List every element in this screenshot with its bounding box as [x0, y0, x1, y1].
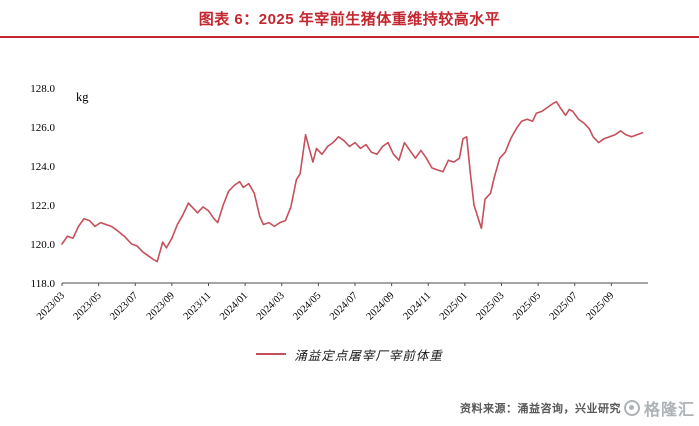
weight-line: [61, 100, 644, 263]
x-tick-label: 2024/09: [365, 290, 397, 322]
x-tick-label: 2025/01: [438, 290, 470, 322]
x-tick-label: 2025/03: [475, 290, 507, 322]
legend-label: 涌益定点屠宰厂宰前体重: [294, 348, 443, 363]
x-tick-label: 2023/07: [108, 290, 140, 322]
y-tick-label: 120.0: [30, 239, 55, 251]
y-tick-label: 122.0: [30, 200, 55, 212]
x-tick-label: 2023/03: [35, 290, 67, 322]
watermark-logo-icon: [623, 400, 640, 416]
legend: 涌益定点屠宰厂宰前体重: [0, 344, 699, 364]
chart-title: 图表 6：2025 年宰前生猪体重维持较高水平: [198, 11, 501, 28]
x-tick-label: 2025/09: [584, 290, 616, 322]
y-axis-unit-label: kg: [76, 90, 89, 104]
x-tick-label: 2023/11: [182, 290, 214, 322]
source-note: 资料来源：涌益咨询，兴业研究: [460, 403, 621, 415]
x-tick-label: 2024/03: [255, 290, 287, 322]
y-tick-label: 126.0: [30, 122, 55, 134]
watermark-text: 格隆汇: [643, 402, 695, 419]
y-tick-label: 124.0: [30, 161, 55, 173]
watermark: 格隆汇: [623, 396, 695, 420]
y-tick-label: 118.0: [31, 278, 56, 290]
x-tick-label: 2024/11: [402, 290, 434, 322]
x-tick-label: 2025/05: [511, 290, 543, 322]
x-tick-label: 2025/07: [548, 290, 580, 322]
x-tick-label: 2023/09: [145, 290, 177, 322]
x-tick-label: 2024/05: [291, 290, 323, 322]
y-tick-label: 128.0: [30, 83, 55, 95]
legend-line-swatch: [256, 353, 287, 355]
x-tick-label: 2024/07: [328, 290, 360, 322]
x-tick-label: 2024/01: [218, 290, 250, 322]
x-tick-label: 2023/05: [72, 290, 104, 322]
title-divider: [0, 36, 699, 38]
